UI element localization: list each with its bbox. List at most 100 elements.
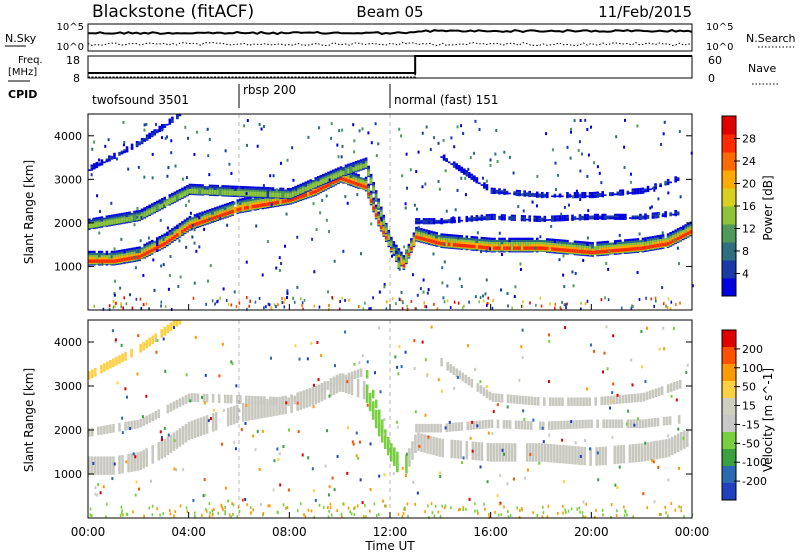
- power-ground-speckle: [348, 298, 350, 302]
- velocity-cell: [649, 441, 653, 461]
- velocity-cell: [266, 398, 269, 418]
- power-speckle: [208, 217, 211, 221]
- velocity-ground-speckle: [476, 509, 479, 513]
- power-cell: [616, 217, 620, 219]
- power-cell: [586, 250, 589, 254]
- power-speckle: [330, 122, 333, 126]
- power-speckle: [652, 186, 655, 190]
- power-cell: [624, 217, 627, 219]
- velocity-speckle: [670, 394, 673, 398]
- power-cell: [374, 193, 378, 201]
- velocity-cell: [650, 418, 654, 428]
- velocity-speckle: [324, 464, 327, 468]
- velocity-speckle: [336, 455, 339, 459]
- velocity-cell: [415, 423, 418, 433]
- power-cell: [226, 190, 230, 196]
- velocity-cell: [248, 395, 251, 405]
- noise-tick-low-right: 10^0: [706, 42, 733, 53]
- velocity-speckle: [346, 380, 349, 384]
- power-ground-speckle: [123, 296, 126, 300]
- velocity-speckle: [278, 452, 281, 456]
- velocity-cell: [669, 383, 673, 392]
- velocity-cell: [616, 445, 620, 464]
- power-cell: [160, 124, 164, 131]
- velocity-speckle: [496, 494, 499, 498]
- power-speckle: [462, 132, 465, 136]
- velocity-ground-speckle: [623, 505, 625, 509]
- velocity-cell: [417, 432, 420, 452]
- power-speckle: [375, 154, 378, 158]
- freq-left-label: Freq.: [18, 55, 43, 66]
- power-speckle: [474, 295, 477, 299]
- power-cell: [518, 193, 521, 196]
- power-cell: [581, 249, 584, 254]
- station-title: Blackstone (fitACF): [92, 2, 254, 22]
- velocity-ground-speckle: [268, 504, 271, 508]
- cpid-segment-label: normal (fast) 151: [394, 93, 498, 107]
- velocity-cell: [296, 394, 299, 403]
- velocity-cell: [205, 393, 209, 403]
- power-cell: [150, 248, 154, 252]
- power-cell: [656, 213, 660, 218]
- power-cell: [186, 190, 189, 195]
- power-speckle: [162, 263, 165, 267]
- velocity-cell: [320, 383, 324, 393]
- velocity-cell: [608, 419, 612, 429]
- velocity-cell: [601, 446, 604, 466]
- velocity-speckle: [189, 399, 192, 403]
- power-cell: [145, 136, 149, 141]
- power-cell: [269, 201, 272, 206]
- velocity-ground-speckle: [576, 507, 579, 511]
- power-cell: [176, 114, 179, 119]
- velocity-cell: [626, 419, 630, 429]
- power-cell: [163, 125, 167, 128]
- colorbar-swatch: [722, 415, 736, 433]
- power-speckle: [429, 148, 432, 152]
- power-speckle: [569, 156, 572, 160]
- power-cell: [624, 247, 627, 252]
- power-ground-speckle: [246, 296, 248, 300]
- power-speckle: [557, 173, 560, 177]
- power-ground-speckle: [630, 306, 633, 310]
- power-cell: [327, 176, 330, 182]
- power-cell: [369, 179, 373, 184]
- velocity-ground-speckle: [89, 513, 92, 517]
- velocity-speckle: [640, 330, 643, 334]
- power-speckle: [417, 150, 420, 154]
- velocity-speckle: [343, 503, 346, 507]
- power-speckle: [677, 261, 680, 265]
- power-ground-speckle: [670, 300, 673, 304]
- power-ground-speckle: [268, 303, 271, 307]
- power-speckle: [580, 152, 583, 156]
- power-cell: [535, 191, 539, 198]
- power-speckle: [245, 143, 248, 147]
- power-cell: [432, 240, 436, 244]
- velocity-speckle: [440, 389, 443, 393]
- velocity-speckle: [631, 383, 634, 387]
- power-cell: [473, 175, 476, 182]
- power-speckle: [587, 153, 590, 157]
- power-speckle: [450, 136, 453, 140]
- power-cell: [173, 196, 177, 202]
- velocity-ground-speckle: [667, 514, 669, 518]
- power-cell: [457, 168, 461, 171]
- velocity-cell: [509, 394, 513, 404]
- velocity-cell: [572, 420, 575, 429]
- power-cell: [362, 163, 365, 169]
- velocity-speckle: [328, 394, 331, 398]
- power-cell: [654, 214, 657, 218]
- velocity-ground-speckle: [473, 502, 476, 506]
- power-ground-speckle: [139, 297, 142, 301]
- power-speckle: [228, 162, 231, 166]
- velocity-speckle: [682, 436, 685, 440]
- velocity-speckle: [646, 326, 649, 330]
- time-x-ticks: 00:00 04:00 08:00 12:00 16:00 20:00 00:00: [71, 304, 709, 539]
- velocity-cell: [504, 443, 508, 462]
- power-cell: [538, 217, 542, 222]
- velocity-speckle: [125, 460, 128, 464]
- velocity-cell: [665, 416, 669, 426]
- power-cell: [500, 214, 504, 221]
- power-cell: [309, 191, 313, 195]
- power-speckle: [130, 219, 133, 223]
- power-speckle: [245, 192, 248, 196]
